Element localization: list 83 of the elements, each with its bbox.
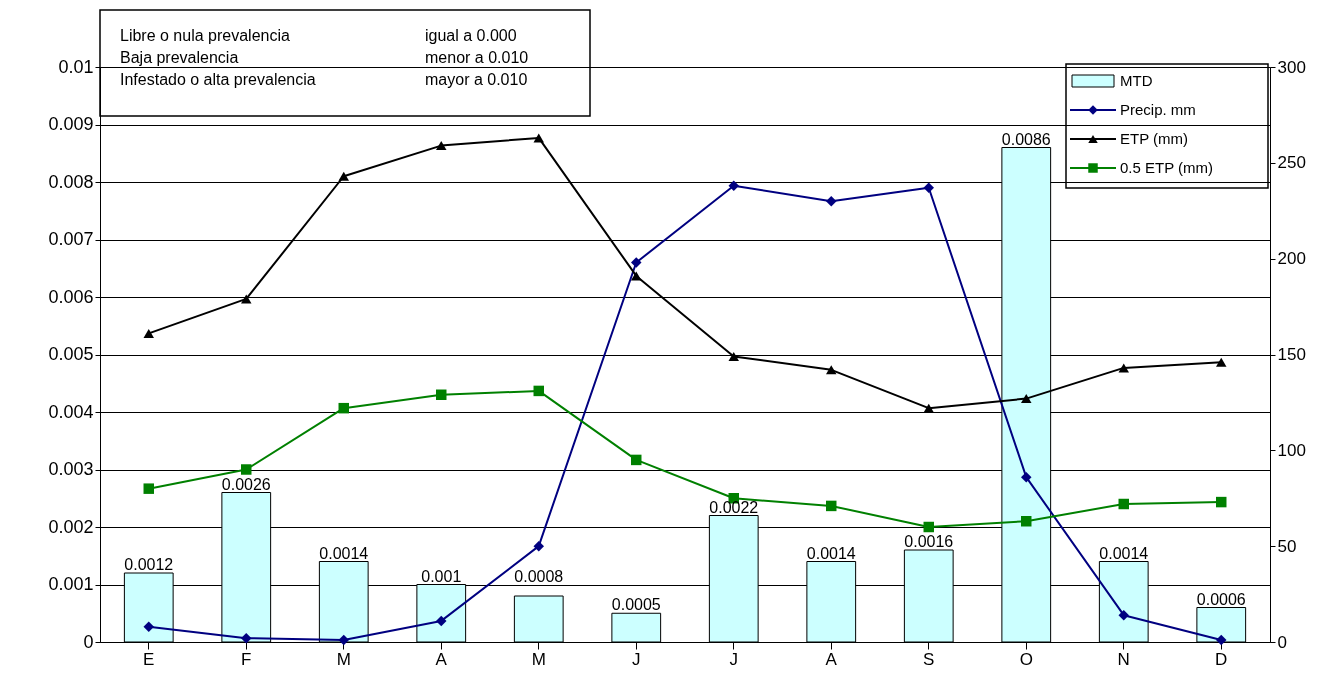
y2-tick-label: 300 [1277, 57, 1306, 77]
x-tick-label: E [143, 649, 155, 669]
text: igual a 0.000 [425, 27, 517, 44]
legend-label: Precip. mm [1120, 101, 1196, 118]
x-tick-label: A [435, 649, 448, 669]
data-label: 0.0012 [124, 556, 174, 573]
point [826, 500, 837, 512]
point [436, 615, 447, 627]
point [1021, 394, 1032, 404]
y2-tick-label: 100 [1277, 440, 1306, 460]
data-label: 0.0014 [1099, 544, 1149, 562]
y2-tick-label: 0 [1277, 632, 1287, 652]
point [1216, 357, 1227, 367]
point [1021, 471, 1032, 483]
data-label: 0.0086 [1001, 130, 1051, 148]
y-tick-label: 0.009 [48, 114, 94, 134]
data-label: 0.0005 [611, 596, 661, 614]
x-tick-label: A [825, 649, 838, 669]
point [241, 464, 252, 475]
x-tick-label: O [1019, 649, 1033, 669]
point [436, 389, 447, 400]
y2-tick-label: 250 [1277, 153, 1306, 173]
point [338, 402, 349, 414]
point [826, 195, 837, 207]
point [923, 521, 934, 533]
data-label: 0.0008 [514, 568, 564, 585]
y-tick-label: 0 [83, 631, 94, 652]
data-label: 0.0006 [1196, 590, 1246, 608]
point [533, 540, 544, 552]
point [436, 141, 447, 151]
point [826, 365, 837, 375]
y-tick-label: 0.001 [48, 574, 94, 594]
x-tick-label: D [1215, 649, 1228, 669]
point [338, 634, 349, 646]
x-tick-label: M [531, 649, 546, 669]
text: menor a 0.010 [425, 49, 529, 66]
point [143, 621, 154, 632]
x-tick-label: S [923, 649, 935, 669]
point [1216, 634, 1227, 646]
y2-tick-label: 50 [1277, 536, 1297, 556]
legend-label: 0.5 ETP (mm) [1120, 159, 1214, 176]
data-label: 0.0026 [221, 475, 271, 493]
point [1118, 609, 1129, 621]
y-tick-label: 0.004 [48, 401, 94, 422]
point [631, 257, 642, 268]
point [728, 351, 739, 361]
y2-tick-label: 200 [1277, 249, 1306, 269]
point [241, 632, 252, 644]
text: Baja prevalencia [120, 49, 239, 66]
x-tick-label: J [729, 649, 738, 669]
y-tick-label: 0.003 [48, 459, 94, 479]
y2-tick-label: 150 [1277, 345, 1306, 364]
data-label: 0.0016 [904, 533, 954, 550]
data-label: 0.0014 [319, 544, 369, 562]
data-label: 0.0022 [709, 498, 759, 516]
point [338, 171, 349, 181]
legend-label: ETP (mm) [1120, 130, 1189, 147]
legend-label: MTD [1120, 72, 1153, 89]
point [1216, 496, 1227, 508]
data-label: 0.001 [421, 567, 462, 585]
point [923, 182, 934, 193]
x-tick-label: F [241, 649, 252, 669]
point [533, 385, 544, 397]
point [923, 403, 934, 413]
point [631, 454, 642, 466]
y-tick-label: 0.01 [58, 56, 94, 77]
y-tick-label: 0.005 [48, 344, 94, 364]
text: Libre o nula prevalencia [120, 27, 290, 44]
point [1021, 516, 1032, 527]
x-tick-label: N [1117, 649, 1130, 669]
x-tick-label: J [632, 649, 641, 669]
annotation: Infestado o alta prevalencia [120, 71, 316, 88]
y-tick-label: 0.006 [48, 286, 94, 307]
point [1118, 498, 1129, 510]
annotation: mayor a 0.010 [425, 71, 528, 88]
y-tick-label: 0.002 [48, 516, 94, 537]
point [143, 328, 154, 338]
x-tick-label: M [336, 649, 351, 669]
point [728, 180, 739, 192]
y-tick-label: 0.008 [48, 171, 94, 192]
data-label: 0.0014 [806, 544, 856, 562]
point [143, 483, 154, 494]
y-tick-label: 0.007 [48, 229, 94, 249]
